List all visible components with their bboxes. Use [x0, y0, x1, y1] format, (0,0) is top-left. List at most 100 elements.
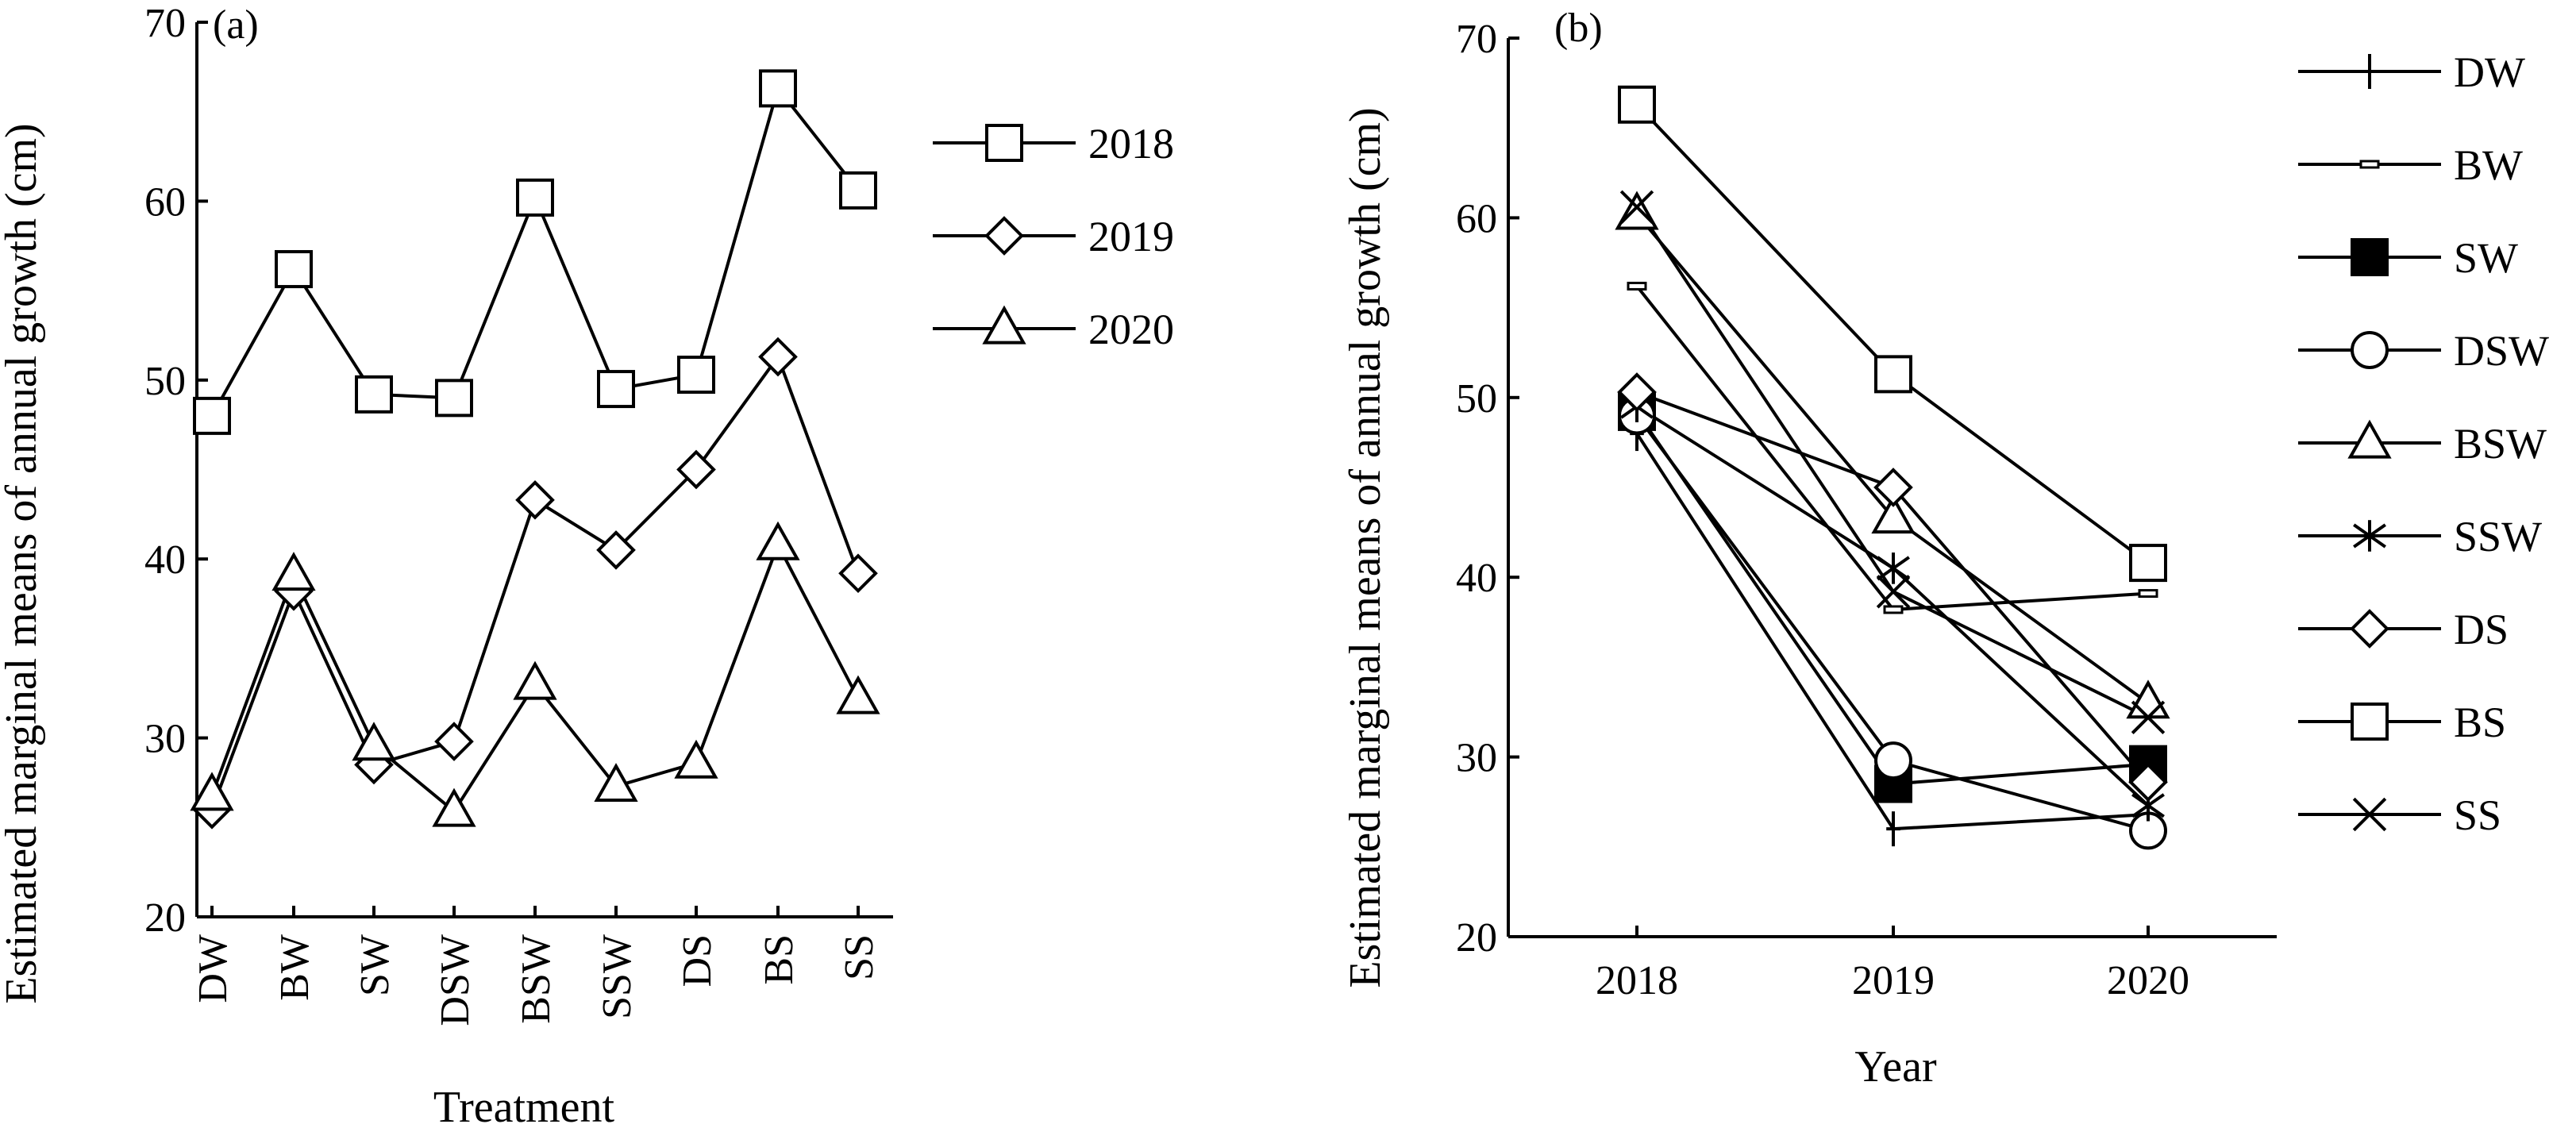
data-point-bw: [1883, 605, 1904, 614]
legend-label-sw: SW: [2454, 234, 2518, 282]
series-line-bsw: [1635, 213, 2150, 705]
data-point-ds: [1617, 372, 1657, 412]
data-point-2020: [836, 675, 880, 714]
x-tick-label: 2019: [1852, 958, 1935, 1003]
panel-a-series: [190, 69, 880, 830]
panel-b-label: (b): [1554, 6, 1603, 51]
legend-label-dw: DW: [2454, 48, 2525, 96]
data-point-ds: [2128, 762, 2168, 803]
y-tick-label: 70: [1456, 17, 1497, 62]
data-point-bsw: [1615, 191, 1659, 230]
x-tick-label: SSW: [595, 934, 640, 1019]
data-point-2019: [676, 449, 716, 490]
data-point-ssw: [1877, 552, 1910, 584]
data-point-ss: [1619, 190, 1654, 225]
legend-label-bw: BW: [2454, 141, 2523, 189]
y-tick-label: 40: [144, 537, 186, 583]
y-tick-label: 30: [144, 717, 186, 762]
data-point-2019: [596, 530, 636, 570]
legend-label-dsw: DSW: [2454, 327, 2549, 375]
legend-label-bs: BS: [2454, 699, 2506, 746]
panel-a-y-ticks: 20 30 40 50 60 70: [144, 1, 208, 941]
data-point-2020: [674, 739, 718, 779]
legend-label-2020: 2020: [1088, 306, 1174, 353]
x-tick-label: BSW: [514, 934, 559, 1024]
legend-label-2018: 2018: [1088, 120, 1174, 167]
data-point-2020: [594, 763, 638, 803]
data-point-2019: [515, 479, 555, 520]
legend-marker-dw: [2362, 54, 2377, 89]
data-point-2020: [513, 660, 557, 700]
legend-label-ssw: SSW: [2454, 513, 2542, 560]
panel-a-legend: 2018 2019 2020: [933, 120, 1174, 353]
panel-b-x-ticks: 2018 2019 2020: [1596, 926, 2189, 1003]
legend-marker-2018: [985, 124, 1023, 162]
panel-a-x-axis-label: Treatment: [433, 1083, 615, 1128]
panel-b-series: [1615, 85, 2170, 850]
data-point-2020: [756, 521, 800, 560]
data-point-2018: [759, 69, 797, 108]
legend-label-bsw: BSW: [2454, 420, 2547, 468]
data-point-2019: [434, 722, 474, 761]
legend-marker-bw: [2359, 160, 2380, 169]
data-point-bw: [2138, 589, 2158, 599]
x-tick-label: SS: [837, 934, 882, 980]
panel-b-y-ticks: 20 30 40 50 60 70: [1456, 17, 1519, 961]
data-point-bsw: [1871, 495, 1916, 534]
legend-label-ds: DS: [2454, 606, 2509, 653]
data-point-ss: [2131, 700, 2166, 735]
legend-marker-ss: [2352, 797, 2387, 832]
legend-marker-dsw: [2351, 331, 2389, 369]
y-tick-label: 40: [1456, 556, 1497, 601]
series-line-ss: [1635, 206, 2149, 719]
data-point-2018: [193, 396, 231, 435]
data-point-2020: [352, 722, 396, 761]
legend-marker-2019: [984, 216, 1024, 256]
data-point-ss: [1876, 575, 1911, 609]
y-tick-label: 50: [1456, 376, 1497, 422]
legend-marker-sw: [2351, 238, 2389, 276]
x-tick-label: DS: [675, 934, 720, 987]
data-point-2018: [435, 379, 473, 418]
data-point-2018: [839, 171, 877, 210]
legend-marker-bsw: [2347, 419, 2392, 459]
data-point-dw: [1886, 811, 1900, 847]
panel-a-x-ticks: DW BW SW DSW BSW SSW DS BS SS: [191, 906, 882, 1026]
y-tick-label: 30: [1456, 736, 1497, 781]
x-tick-label: BS: [757, 934, 802, 985]
data-point-2018: [516, 178, 554, 217]
x-tick-label: SW: [352, 934, 398, 996]
y-tick-label: 20: [144, 895, 186, 941]
panel-a: (a) 20 30 40 50 60 70 DW BW SW DSW BSW SSW DS BS SS E…: [0, 1, 1174, 1128]
y-tick-label: 50: [144, 359, 186, 404]
panel-a-y-axis-label: Estimated marginal means of annual growt…: [0, 123, 46, 1003]
legend-marker-bs: [2351, 703, 2389, 741]
panel-a-label: (a): [213, 2, 259, 48]
data-point-bs: [1618, 85, 1656, 124]
legend-marker-ds: [2350, 609, 2389, 649]
legend-marker-ssw: [2353, 520, 2386, 552]
data-point-2019: [758, 337, 798, 377]
y-tick-label: 60: [1456, 196, 1497, 241]
series-line-ds: [1636, 391, 2150, 783]
data-point-ds: [1873, 468, 1913, 507]
legend-marker-2020: [982, 305, 1026, 345]
data-point-bs: [1874, 355, 1912, 394]
y-tick-label: 20: [1456, 915, 1497, 961]
y-tick-label: 60: [144, 179, 186, 225]
panel-b-x-axis-label: Year: [1854, 1042, 1937, 1091]
y-tick-label: 70: [144, 1, 186, 46]
data-point-2018: [677, 356, 715, 395]
data-point-2018: [275, 250, 313, 289]
data-point-bsw: [2126, 679, 2170, 719]
data-point-bw: [1627, 281, 1647, 291]
data-point-2020: [271, 552, 316, 591]
panel-b-y-axis-label: Estimated marginal means of annual growt…: [1341, 107, 1390, 987]
panel-b-legend: DW BW SW DSW BSW SSW DS BS SS: [2298, 48, 2549, 839]
data-point-bs: [2129, 544, 2167, 583]
data-point-2018: [597, 370, 635, 409]
x-tick-label: 2020: [2107, 958, 2189, 1003]
data-point-2018: [355, 375, 393, 414]
x-tick-label: 2018: [1596, 958, 1678, 1003]
